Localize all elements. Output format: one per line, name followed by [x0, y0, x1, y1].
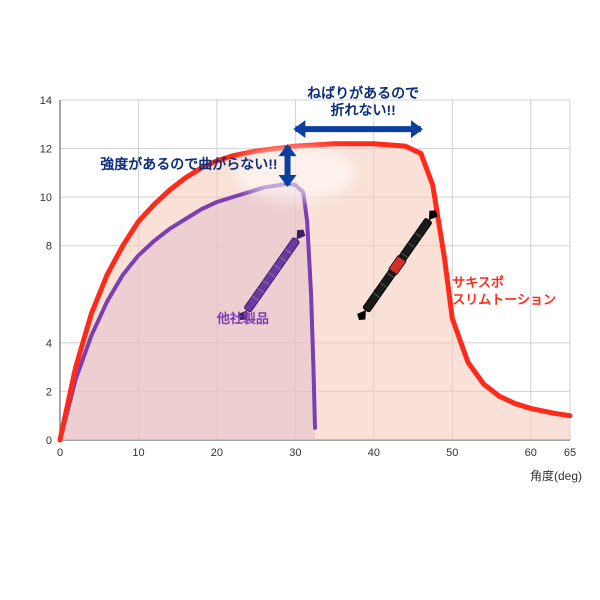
x-tick-label: 40 [368, 447, 380, 459]
y-tick-label: 8 [46, 241, 52, 253]
x-tick-label: 65 [564, 447, 576, 459]
x-tick-label: 30 [289, 447, 301, 459]
annotation-strength: 強度があるので曲がらない!! [78, 156, 278, 173]
y-tick-label: 14 [40, 95, 52, 107]
x-tick-label: 0 [57, 447, 63, 459]
x-tick-label: 60 [525, 447, 537, 459]
y-tick-label: 0 [46, 435, 52, 447]
x-tick-label: 10 [132, 447, 144, 459]
y-tick-label: 12 [40, 144, 52, 156]
x-axis-label: 角度(deg) [530, 467, 582, 484]
y-tick-label: 10 [40, 192, 52, 204]
series-label-product: サキスポ スリムトーション [452, 275, 556, 309]
x-tick-label: 50 [446, 447, 458, 459]
glow-highlight [235, 145, 355, 201]
x-tick-label: 20 [211, 447, 223, 459]
series-label-competitor: 他社製品 [217, 311, 269, 328]
y-tick-label: 2 [46, 386, 52, 398]
annotation-tenacity: ねばりがあるので 折れない!! [278, 85, 448, 119]
y-tick-label: 4 [46, 338, 52, 350]
